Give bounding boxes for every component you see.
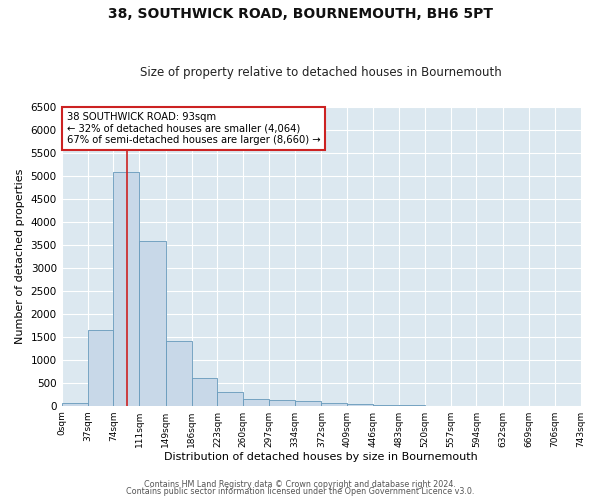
Bar — [322, 404, 347, 406]
X-axis label: Distribution of detached houses by size in Bournemouth: Distribution of detached houses by size … — [164, 452, 478, 462]
Bar — [269, 400, 295, 406]
Text: 38, SOUTHWICK ROAD, BOURNEMOUTH, BH6 5PT: 38, SOUTHWICK ROAD, BOURNEMOUTH, BH6 5PT — [107, 8, 493, 22]
Bar — [113, 172, 139, 406]
Bar — [217, 392, 243, 406]
Bar — [243, 398, 269, 406]
Bar — [88, 330, 113, 406]
Bar — [139, 241, 166, 406]
Text: Contains public sector information licensed under the Open Government Licence v3: Contains public sector information licen… — [126, 487, 474, 496]
Text: Contains HM Land Registry data © Crown copyright and database right 2024.: Contains HM Land Registry data © Crown c… — [144, 480, 456, 489]
Bar — [295, 402, 322, 406]
Bar — [191, 378, 217, 406]
Bar — [62, 402, 88, 406]
Bar — [347, 404, 373, 406]
Text: 38 SOUTHWICK ROAD: 93sqm
← 32% of detached houses are smaller (4,064)
67% of sem: 38 SOUTHWICK ROAD: 93sqm ← 32% of detach… — [67, 112, 320, 144]
Y-axis label: Number of detached properties: Number of detached properties — [15, 168, 25, 344]
Title: Size of property relative to detached houses in Bournemouth: Size of property relative to detached ho… — [140, 66, 502, 80]
Bar — [166, 342, 191, 406]
